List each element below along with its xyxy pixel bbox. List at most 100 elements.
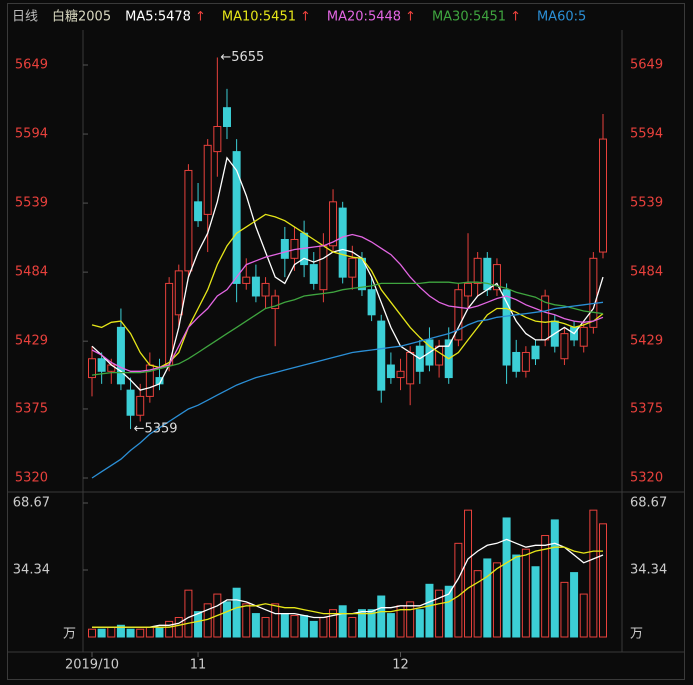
volume-bar	[222, 601, 231, 638]
volume-bar	[579, 593, 588, 638]
volume-bar	[155, 626, 164, 638]
candle-body	[213, 126, 222, 153]
volume-bar	[116, 624, 125, 638]
legend-entry: MA60:5	[537, 10, 586, 25]
legend-entry: MA5:5478	[125, 10, 191, 25]
candle-body	[88, 358, 96, 379]
volume-bar	[145, 626, 154, 638]
volume-bar	[521, 548, 530, 638]
volume-bar	[599, 523, 607, 638]
volume-bar	[492, 562, 501, 638]
volume-bar	[242, 603, 251, 638]
candle-body	[222, 107, 231, 128]
volume-bar	[290, 615, 299, 638]
x-tick-label: 2019/10	[65, 658, 119, 673]
volume-bar	[107, 626, 116, 638]
volume-bar	[232, 587, 241, 638]
candle-body	[242, 276, 251, 284]
legend-trend: ↑	[405, 10, 416, 25]
y-tick-label-right: 5484	[630, 265, 663, 280]
candle-body	[579, 326, 588, 347]
volume-bar	[406, 601, 415, 638]
volume-bar	[386, 613, 395, 638]
y-tick-label: 5375	[15, 401, 48, 416]
ma-line	[91, 281, 604, 376]
volume-bar	[261, 616, 270, 638]
candle-body	[319, 245, 328, 291]
volume-bar	[251, 613, 260, 638]
frame	[7, 3, 685, 680]
volume-bar	[502, 517, 511, 638]
candle-body	[194, 201, 203, 222]
y-tick-label: 68.67	[13, 496, 50, 511]
candle-body	[454, 289, 463, 341]
y-tick-label: 5594	[15, 127, 48, 142]
y-tick-label-right: 5649	[630, 58, 663, 73]
candle-body	[396, 370, 405, 379]
candle-body	[464, 282, 473, 297]
candle-body	[136, 395, 145, 416]
period: 日线	[12, 10, 38, 25]
volume-bar	[483, 558, 492, 638]
y-tick-label: 5539	[15, 196, 48, 211]
candle-body	[232, 151, 241, 284]
y-tick-label: 34.34	[13, 562, 50, 577]
candle-body	[367, 289, 376, 316]
unit-label: 万	[63, 627, 76, 642]
volume-bar	[319, 616, 328, 638]
volume-bar	[435, 589, 444, 638]
candle-body	[251, 276, 260, 297]
volume-bar	[88, 628, 96, 638]
candle-body	[271, 295, 280, 310]
legend-entry: MA30:5451	[432, 10, 506, 25]
candle-body	[280, 238, 289, 259]
x-tick-label: 11	[190, 658, 207, 673]
candle-body	[531, 345, 540, 360]
ma-line	[91, 301, 604, 479]
y-tick-label-right: 34.34	[630, 562, 667, 577]
candle-body	[309, 264, 318, 284]
candle-body	[116, 326, 125, 385]
candle-body	[599, 138, 607, 253]
volume-bar	[97, 628, 106, 638]
y-tick-label: 5484	[15, 265, 48, 280]
volume-bar	[174, 616, 183, 638]
volume-bar	[309, 620, 318, 638]
volume-bar	[550, 519, 559, 638]
candle-body	[126, 389, 135, 416]
candle-body	[348, 257, 357, 278]
candle-body	[521, 351, 530, 372]
x-tick-label: 12	[392, 658, 409, 673]
volume-bar	[512, 554, 521, 638]
volume-bar	[444, 585, 453, 638]
ma-line	[91, 213, 604, 369]
volume-bar	[464, 509, 473, 638]
candle-body	[184, 169, 193, 272]
symbol: 白糖2005	[52, 9, 111, 25]
volume-bar	[531, 566, 540, 638]
y-tick-label-right: 5320	[630, 471, 663, 486]
volume-ma-line	[92, 546, 603, 628]
candle-body	[512, 351, 521, 372]
unit-label-right: 万	[630, 627, 643, 642]
candle-body	[329, 201, 338, 247]
candle-body	[560, 333, 569, 360]
y-tick-label: 5320	[15, 471, 48, 486]
candle-body	[377, 320, 386, 391]
candle-body	[492, 264, 501, 291]
legend-entry: MA20:5448	[327, 10, 401, 25]
candle-body	[589, 257, 598, 328]
volume-bar	[560, 581, 569, 638]
volume-bar	[126, 628, 135, 638]
ma-line	[91, 156, 604, 391]
candle-body	[338, 207, 347, 278]
ma-line	[91, 233, 604, 372]
volume-bar	[348, 616, 357, 638]
candle-body	[473, 257, 482, 284]
legend-trend: ↑	[195, 10, 206, 25]
candle-body	[435, 345, 444, 366]
y-tick-label-right: 5594	[630, 127, 663, 142]
legend-entry: MA10:5451	[222, 10, 296, 25]
y-tick-label-right: 5375	[630, 401, 663, 416]
